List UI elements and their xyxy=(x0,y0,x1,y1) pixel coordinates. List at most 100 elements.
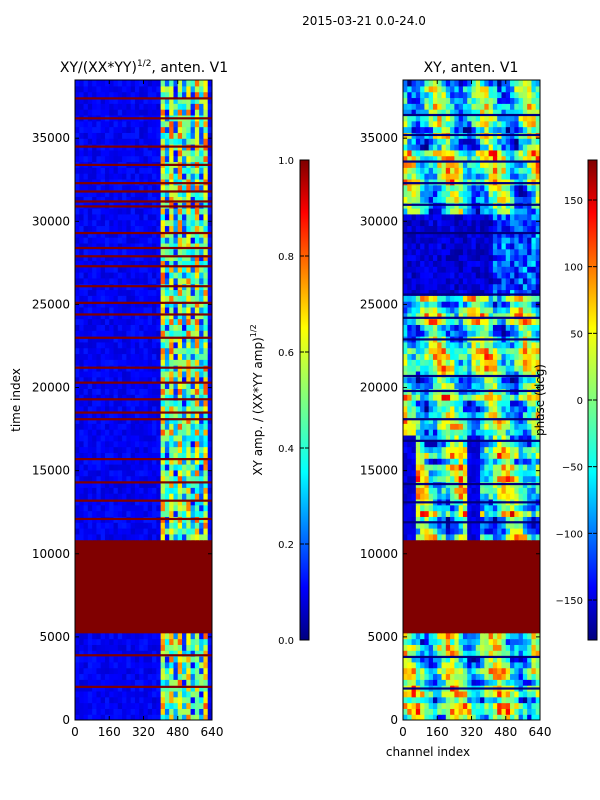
amplitude-cell xyxy=(164,690,170,698)
amplitude-cell xyxy=(194,301,200,308)
amplitude-cell xyxy=(143,667,149,675)
phase-cell xyxy=(497,679,503,686)
phase-cell xyxy=(475,510,481,517)
amplitude-cell xyxy=(177,592,183,599)
amplitude-cell xyxy=(109,295,115,302)
amplitude-cell xyxy=(160,80,166,87)
amplitude-cell xyxy=(152,528,157,535)
amplitude-cell xyxy=(113,341,119,349)
phase-cell xyxy=(518,557,524,564)
amplitude-cell xyxy=(130,429,136,436)
phase-cell xyxy=(505,661,511,669)
amplitude-cell xyxy=(109,173,115,180)
phase-cell xyxy=(407,626,413,634)
amplitude-cell xyxy=(173,551,179,558)
amplitude-cell xyxy=(75,656,80,663)
amplitude-cell xyxy=(100,638,106,645)
phase-cell xyxy=(403,615,408,622)
amplitude-cell xyxy=(79,679,85,686)
amplitude-cell xyxy=(87,411,93,419)
phase-cell xyxy=(462,557,468,564)
amplitude-cell xyxy=(203,661,209,669)
amplitude-cell xyxy=(96,376,102,384)
amplitude-cell xyxy=(83,714,89,720)
amplitude-cell xyxy=(92,475,98,483)
phase-cell xyxy=(522,574,528,581)
amplitude-cell xyxy=(190,429,196,436)
amplitude-cell xyxy=(186,353,192,360)
phase-cell xyxy=(424,690,430,698)
phase-cell xyxy=(488,615,494,622)
amplitude-cell xyxy=(199,242,205,250)
amplitude-cell xyxy=(75,493,80,500)
amplitude-cell xyxy=(79,702,85,709)
phase-cell xyxy=(488,469,494,477)
amplitude-cell xyxy=(203,237,209,244)
amplitude-cell xyxy=(79,667,85,675)
amplitude-cell xyxy=(75,469,80,477)
amplitude-cell xyxy=(199,289,205,296)
phase-cell xyxy=(527,603,533,611)
amplitude-cell xyxy=(92,493,98,500)
amplitude-cell xyxy=(169,586,175,593)
amplitude-cell xyxy=(130,522,136,529)
amplitude-cell xyxy=(75,562,80,570)
phase-cell xyxy=(531,597,537,605)
amplitude-cell xyxy=(87,341,93,349)
phase-cell xyxy=(411,568,417,576)
phase-cell xyxy=(441,661,447,669)
amplitude-cell xyxy=(75,580,80,587)
phase-cell xyxy=(522,632,528,640)
phase-cell xyxy=(420,656,426,663)
amplitude-cell xyxy=(177,97,183,104)
amplitude-cell xyxy=(147,306,153,314)
amplitude-cell xyxy=(190,347,196,355)
phase-cell xyxy=(527,714,533,720)
amplitude-cell xyxy=(126,295,132,302)
phase-cell xyxy=(531,626,537,634)
amplitude-cell xyxy=(199,440,205,448)
amplitude-cell xyxy=(139,219,145,227)
amplitude-cell xyxy=(126,167,132,174)
amplitude-cell xyxy=(164,656,170,663)
amplitude-cell xyxy=(203,667,209,675)
amplitude-cell xyxy=(190,97,196,104)
amplitude-cell xyxy=(147,597,153,605)
amplitude-cell xyxy=(203,91,209,99)
amplitude-flagged-row xyxy=(75,265,212,268)
amplitude-cell xyxy=(177,126,183,133)
phase-cell xyxy=(475,615,481,622)
amplitude-cell xyxy=(173,277,179,285)
phase-cell xyxy=(420,516,426,523)
amplitude-colorbar-tick-label: 0.2 xyxy=(278,540,294,551)
amplitude-cell xyxy=(87,400,93,407)
amplitude-cell xyxy=(182,277,187,285)
phase-cell xyxy=(450,632,455,640)
amplitude-cell xyxy=(126,586,132,593)
amplitude-colorbar-gradient xyxy=(299,159,310,641)
phase-cell xyxy=(488,510,494,517)
amplitude-cell xyxy=(160,632,166,640)
phase-cell xyxy=(407,475,413,483)
amplitude-cell xyxy=(113,458,119,465)
phase-cell xyxy=(475,504,481,512)
amplitude-cell xyxy=(173,394,179,401)
amplitude-cell xyxy=(203,382,209,389)
amplitude-cell xyxy=(177,557,183,564)
amplitude-cell xyxy=(75,714,80,720)
y-tick-label: 0 xyxy=(62,713,70,727)
amplitude-cell xyxy=(203,149,209,157)
amplitude-cell xyxy=(182,306,187,314)
amplitude-cell xyxy=(79,568,85,576)
amplitude-cell xyxy=(113,679,119,686)
phase-cell xyxy=(488,516,494,523)
amplitude-cell xyxy=(79,528,85,535)
amplitude-cell xyxy=(122,522,127,529)
amplitude-cell xyxy=(199,266,205,273)
amplitude-cell xyxy=(177,533,183,541)
amplitude-cell xyxy=(207,690,212,698)
phase-cell xyxy=(471,539,477,547)
amplitude-cell xyxy=(122,376,127,384)
phase-cell xyxy=(437,667,443,675)
amplitude-cell xyxy=(194,493,200,500)
